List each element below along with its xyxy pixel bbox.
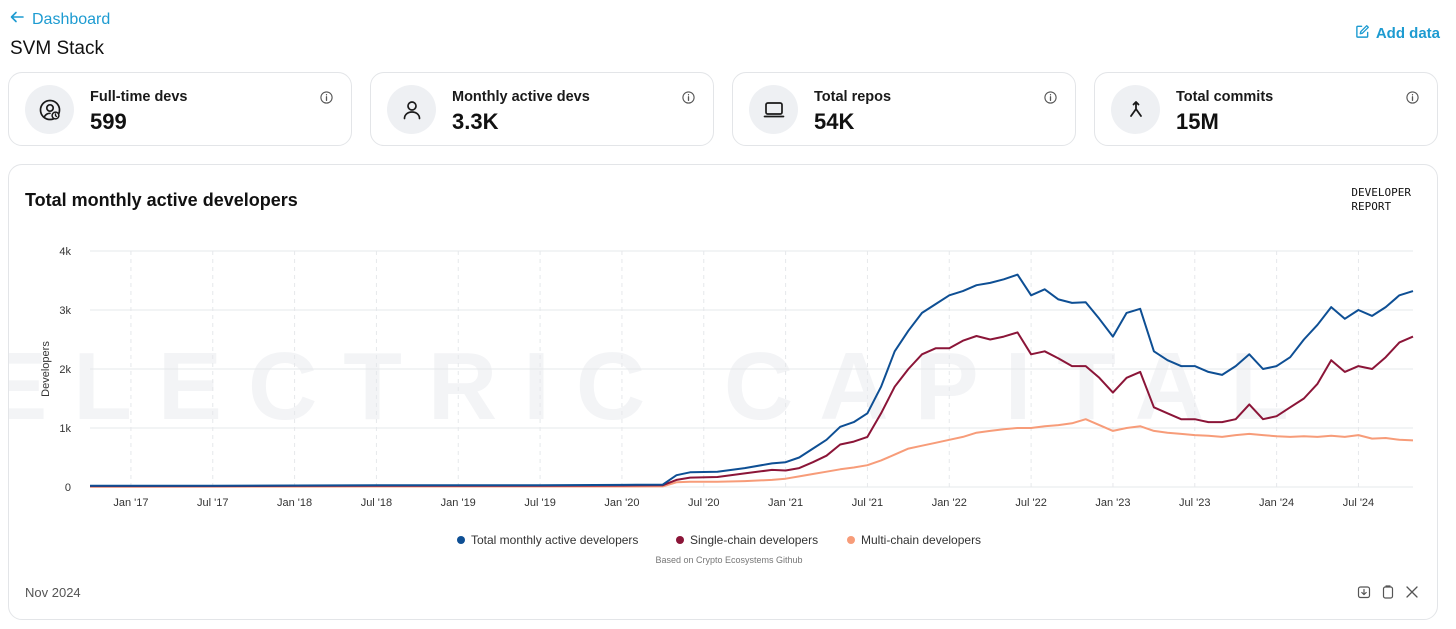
stat-value: 3.3K — [452, 109, 499, 134]
y-tick-label: 1k — [59, 423, 71, 435]
x-tick-label: Jul '18 — [361, 497, 392, 509]
x-tick-label: Jan '24 — [1259, 497, 1294, 509]
user-badge-icon — [25, 85, 74, 134]
x-tick-label: Jan '21 — [768, 497, 803, 509]
stat-value: 15M — [1176, 109, 1219, 134]
x-tick-label: Jan '23 — [1095, 497, 1130, 509]
add-data-button[interactable]: Add data — [1355, 24, 1440, 43]
legend-item[interactable]: Multi-chain developers — [847, 533, 981, 547]
page-title: SVM Stack — [10, 38, 104, 59]
legend-label: Multi-chain developers — [861, 533, 981, 547]
stat-label: Full-time devs — [90, 89, 188, 105]
x-tick-label: Jan '18 — [277, 497, 312, 509]
legend-label: Single-chain developers — [690, 533, 818, 547]
series-line-multi-chain[interactable] — [90, 418, 1414, 488]
back-link-label: Dashboard — [32, 10, 111, 28]
source-note: Based on Crypto Ecosystems Github — [655, 555, 802, 565]
y-axis-title: Developers — [40, 341, 52, 397]
legend-marker — [457, 536, 465, 544]
edit-icon — [1355, 24, 1370, 43]
stat-label: Total repos — [814, 89, 892, 105]
info-icon[interactable] — [320, 91, 333, 104]
x-tick-label: Jul '21 — [852, 497, 883, 509]
x-tick-label: Jan '22 — [932, 497, 967, 509]
stat-card-monthly-active-devs: Monthly active devs 3.3K — [370, 72, 714, 146]
legend-marker — [676, 536, 684, 544]
laptop-icon — [749, 85, 798, 134]
y-tick-label: 0 — [65, 482, 71, 494]
developer-report-logo: DEVELOPER REPORT — [1351, 186, 1411, 213]
x-tick-label: Jul '19 — [524, 497, 555, 509]
merge-icon — [1111, 85, 1160, 134]
stat-value: 599 — [90, 109, 127, 134]
stat-card-total-repos: Total repos 54K — [732, 72, 1076, 146]
info-icon[interactable] — [1044, 91, 1057, 104]
y-tick-label: 2k — [59, 364, 71, 376]
chart-card: ELECTRIC CAPITAL 0 1k 2k 3k 4k Jan '17 Jul '17… — [8, 164, 1438, 620]
stat-label: Monthly active devs — [452, 89, 590, 105]
x-tick-label: Jul '17 — [197, 497, 228, 509]
stat-card-total-commits: Total commits 15M — [1094, 72, 1438, 146]
arrow-left-icon — [10, 10, 24, 29]
legend-item[interactable]: Total monthly active developers — [457, 533, 638, 547]
stat-value: 54K — [814, 109, 855, 134]
y-tick-label: 3k — [59, 305, 71, 317]
info-icon[interactable] — [1406, 91, 1419, 104]
x-tick-label: Jul '20 — [688, 497, 719, 509]
legend-label: Total monthly active developers — [471, 533, 638, 547]
x-tick-label: Jul '24 — [1343, 497, 1374, 509]
x-share-icon[interactable] — [1405, 585, 1419, 599]
back-to-dashboard-link[interactable]: Dashboard — [10, 10, 110, 29]
info-icon[interactable] — [682, 91, 695, 104]
person-icon — [387, 85, 436, 134]
series-line-single-chain[interactable] — [90, 331, 1414, 488]
copy-icon[interactable] — [1381, 585, 1395, 599]
series-line-total[interactable] — [90, 273, 1414, 487]
x-tick-label: Jul '23 — [1179, 497, 1210, 509]
stat-card-full-time-devs: Full-time devs 599 — [8, 72, 352, 146]
chart-actions — [1357, 585, 1419, 599]
report-date: Nov 2024 — [25, 585, 81, 600]
x-tick-label: Jan '19 — [441, 497, 476, 509]
x-tick-label: Jul '22 — [1015, 497, 1046, 509]
x-tick-label: Jan '17 — [113, 497, 148, 509]
x-tick-label: Jan '20 — [604, 497, 639, 509]
y-tick-label: 4k — [59, 246, 71, 258]
add-data-label: Add data — [1375, 25, 1440, 42]
legend-item[interactable]: Single-chain developers — [676, 533, 818, 547]
download-icon[interactable] — [1357, 585, 1371, 599]
stat-label: Total commits — [1176, 89, 1274, 105]
legend-marker — [847, 536, 855, 544]
chart-title: Total monthly active developers — [25, 190, 298, 210]
